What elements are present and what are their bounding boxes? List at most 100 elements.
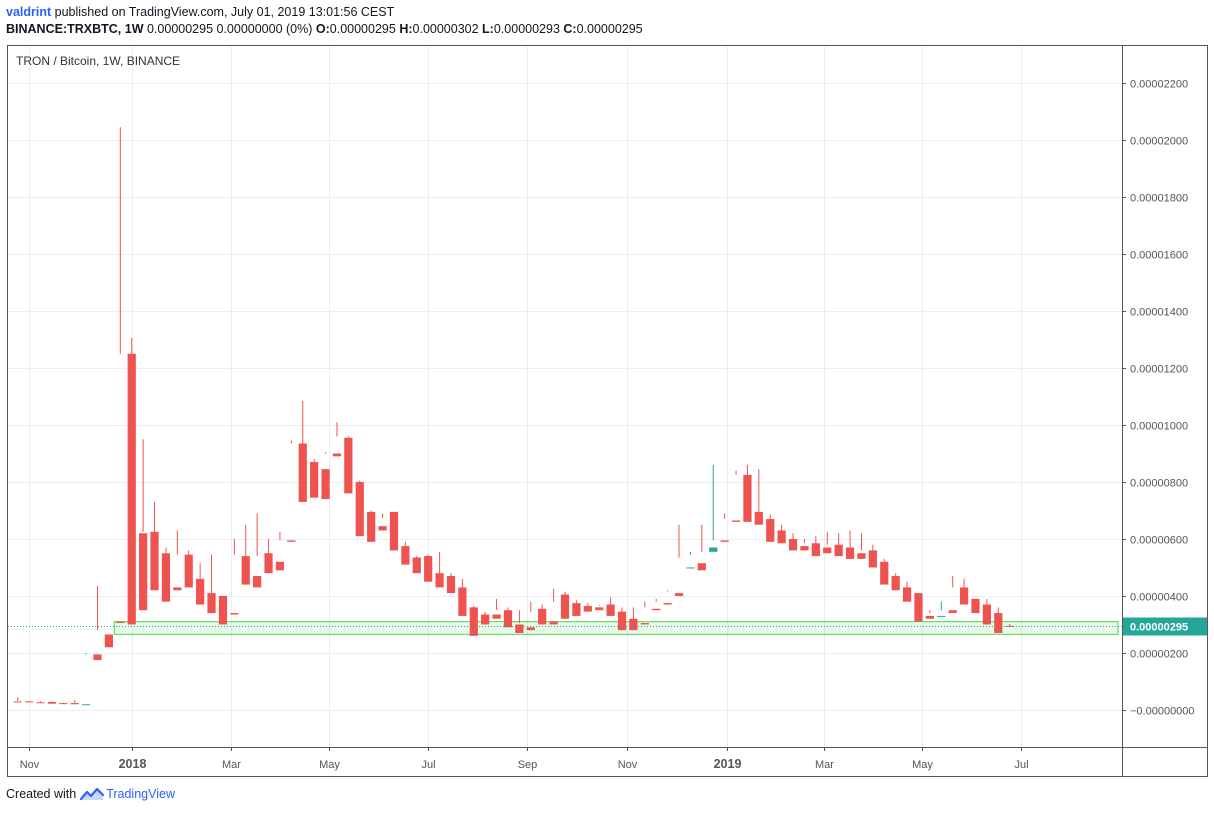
time-tick-label: Mar — [222, 759, 241, 771]
candle-body — [686, 567, 695, 569]
candle-down — [241, 524, 250, 585]
chart-title: TRON / Bitcoin, 1W, BINANCE — [16, 54, 180, 68]
candle-body — [777, 530, 786, 544]
candle-down — [127, 338, 136, 625]
candle-body — [1005, 625, 1014, 627]
tradingview-link[interactable]: TradingView — [80, 787, 175, 801]
candle-body — [446, 576, 456, 594]
support-zone-layer — [113, 621, 1119, 636]
candle-body — [868, 550, 877, 568]
candle-down — [1005, 623, 1014, 627]
candle-body — [606, 604, 615, 616]
candle-body — [310, 462, 319, 498]
candle-body — [196, 578, 205, 605]
candle-body — [629, 618, 638, 631]
candle-down — [902, 581, 912, 602]
candle-down — [275, 531, 285, 571]
candle-down — [173, 530, 182, 591]
candle-body — [674, 593, 684, 596]
candle-body — [891, 576, 900, 591]
candle-down — [788, 533, 798, 551]
candle-down — [264, 538, 273, 574]
candle-body — [481, 614, 490, 625]
price-axis[interactable]: 0.00002200 0.00002000 0.00001800 0.00001600… — [1122, 79, 1195, 718]
candle-down — [845, 530, 855, 559]
price-tick-label: 0.00002000 — [1130, 136, 1188, 148]
candle-down — [355, 480, 364, 537]
candle-body — [503, 610, 513, 628]
candle-body — [937, 615, 946, 617]
candle-body — [845, 547, 855, 559]
candle-body — [697, 563, 706, 571]
candle-body — [47, 701, 57, 704]
candle-down — [378, 513, 387, 531]
candle-body — [914, 593, 923, 622]
candle-body — [344, 437, 353, 494]
candle-body — [321, 469, 330, 500]
candle-down — [617, 607, 627, 631]
candle-down — [367, 510, 376, 542]
time-tick-label: Mar — [815, 759, 834, 771]
candle-down — [59, 702, 68, 705]
candle-body — [173, 587, 182, 591]
footer: Created with TradingView — [6, 787, 175, 801]
candle-up — [937, 601, 946, 617]
candle-body — [59, 703, 68, 705]
price-tick-label: 0.00001000 — [1130, 421, 1188, 433]
candle-down — [663, 590, 672, 605]
candle-down — [948, 576, 957, 614]
candle-body — [116, 621, 125, 624]
time-axis[interactable]: Nov 2018 Mar May Jul Sep Nov 2019 Mar May Jul — [20, 747, 1029, 771]
chart-frame — [7, 45, 1208, 777]
candle-body — [389, 511, 399, 551]
candle-up — [686, 551, 695, 569]
candle-down — [925, 610, 934, 619]
candle-body — [253, 576, 262, 588]
candle-down — [834, 533, 843, 557]
candle-body — [435, 573, 444, 588]
candle-body — [332, 453, 342, 457]
candle-body — [754, 511, 763, 525]
candle-body — [971, 598, 980, 614]
candle-down — [93, 585, 102, 661]
time-tick-label: Jul — [1014, 759, 1028, 771]
candle-body — [902, 587, 912, 602]
price-summary: 0.00000295 0.00000000 (0%) — [146, 22, 313, 36]
candle-down — [161, 547, 171, 602]
candle-body — [104, 634, 114, 648]
candle-down — [218, 595, 228, 625]
candle-down — [606, 597, 615, 616]
candle-down — [253, 513, 262, 588]
candle-down — [914, 593, 923, 622]
candle-down — [287, 440, 296, 542]
candle-down — [310, 459, 319, 498]
candle-down — [766, 514, 775, 542]
candle-down — [389, 511, 399, 551]
candle-body — [834, 544, 843, 557]
candle-body — [766, 519, 775, 542]
candle-down — [321, 452, 330, 500]
candle-down — [344, 436, 353, 494]
overlay-layer: 0.00000295 — [8, 617, 1207, 636]
author-link[interactable]: valdrint — [6, 5, 52, 19]
candle-body — [857, 553, 866, 559]
candle-down — [70, 699, 79, 705]
candle-body — [583, 605, 592, 612]
candle-down — [196, 563, 205, 605]
candle-body — [788, 538, 798, 551]
symbol-line: BINANCE:TRXBTC, 1W 0.00000295 0.00000000… — [6, 21, 643, 38]
candle-down — [560, 591, 570, 619]
candle-body — [424, 556, 433, 582]
low-value: 0.00000293 — [493, 22, 560, 36]
candle-down — [332, 422, 342, 457]
candle-body — [959, 587, 969, 605]
candle-body — [150, 531, 159, 591]
candle-body — [367, 511, 376, 542]
candle-down — [652, 598, 661, 611]
price-tick-label: 0.00000200 — [1130, 649, 1188, 661]
candle-down — [674, 524, 684, 596]
candle-body — [127, 353, 136, 625]
candle-down — [982, 598, 991, 625]
candle-down — [36, 701, 45, 704]
